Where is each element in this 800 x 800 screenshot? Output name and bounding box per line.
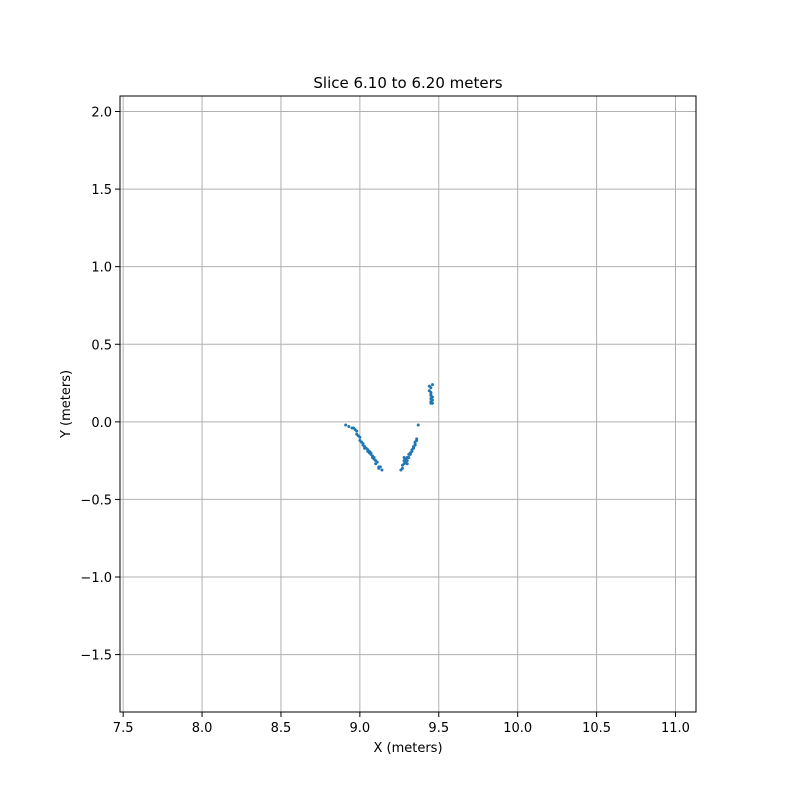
x-tick-label: 7.5 bbox=[113, 721, 134, 736]
data-point bbox=[405, 462, 409, 466]
x-tick-label: 8.0 bbox=[192, 721, 213, 736]
y-tick-label: 2.0 bbox=[91, 106, 112, 121]
data-point bbox=[400, 466, 404, 470]
y-tick-label: 0.0 bbox=[91, 416, 112, 431]
data-point bbox=[430, 401, 434, 405]
data-point bbox=[375, 460, 379, 464]
data-point bbox=[429, 386, 433, 390]
y-tick-label: 1.5 bbox=[91, 183, 112, 198]
y-tick-label: 1.0 bbox=[91, 261, 112, 276]
y-tick-label: −0.5 bbox=[80, 493, 112, 508]
y-tick-label: 0.5 bbox=[91, 338, 112, 353]
y-axis-label: Y (meters) bbox=[59, 370, 74, 439]
y-tick-label: −1.0 bbox=[80, 571, 112, 586]
data-point bbox=[378, 465, 382, 469]
data-point bbox=[415, 437, 419, 441]
plot-area-frame bbox=[119, 95, 697, 713]
data-point bbox=[405, 459, 409, 463]
x-tick-label: 10.5 bbox=[582, 721, 611, 736]
x-tick-label: 11.0 bbox=[661, 721, 690, 736]
x-tick-label: 8.5 bbox=[271, 721, 292, 736]
x-tick-label: 10.0 bbox=[503, 721, 532, 736]
x-axis-label: X (meters) bbox=[373, 741, 442, 756]
y-tick-label: −1.5 bbox=[80, 649, 112, 664]
data-point bbox=[358, 435, 362, 439]
data-points bbox=[344, 383, 434, 472]
x-tick-label: 9.5 bbox=[428, 721, 449, 736]
data-point bbox=[344, 423, 348, 427]
grid bbox=[120, 96, 696, 712]
data-point bbox=[430, 383, 434, 387]
data-point bbox=[380, 468, 384, 472]
chart-title: Slice 6.10 to 6.20 meters bbox=[313, 74, 502, 92]
data-point bbox=[347, 424, 351, 428]
data-point bbox=[416, 423, 420, 427]
x-tick-label: 9.0 bbox=[350, 721, 371, 736]
data-point bbox=[355, 429, 359, 433]
data-point bbox=[407, 456, 411, 460]
data-point bbox=[402, 456, 406, 460]
axis-ticks: 7.5 8.0 8.5 9.0 9.5 10.0 10.5 11.0 −1.5 −1.0 −0.5 0… bbox=[80, 106, 690, 736]
